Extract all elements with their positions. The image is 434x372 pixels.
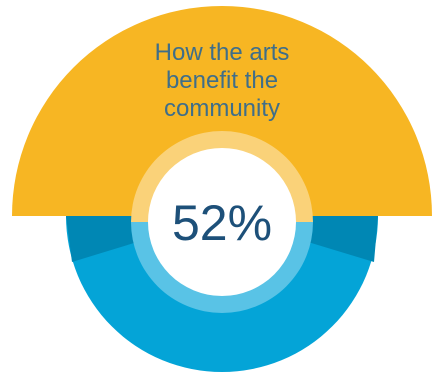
top-yellow-semicircle <box>12 6 432 216</box>
title-line-3: community <box>164 95 280 122</box>
percentage-label: 52% <box>172 195 272 251</box>
title-line-2: benefit the <box>166 67 278 94</box>
center-circle <box>148 148 296 296</box>
title-line-1: How the arts <box>155 39 290 66</box>
